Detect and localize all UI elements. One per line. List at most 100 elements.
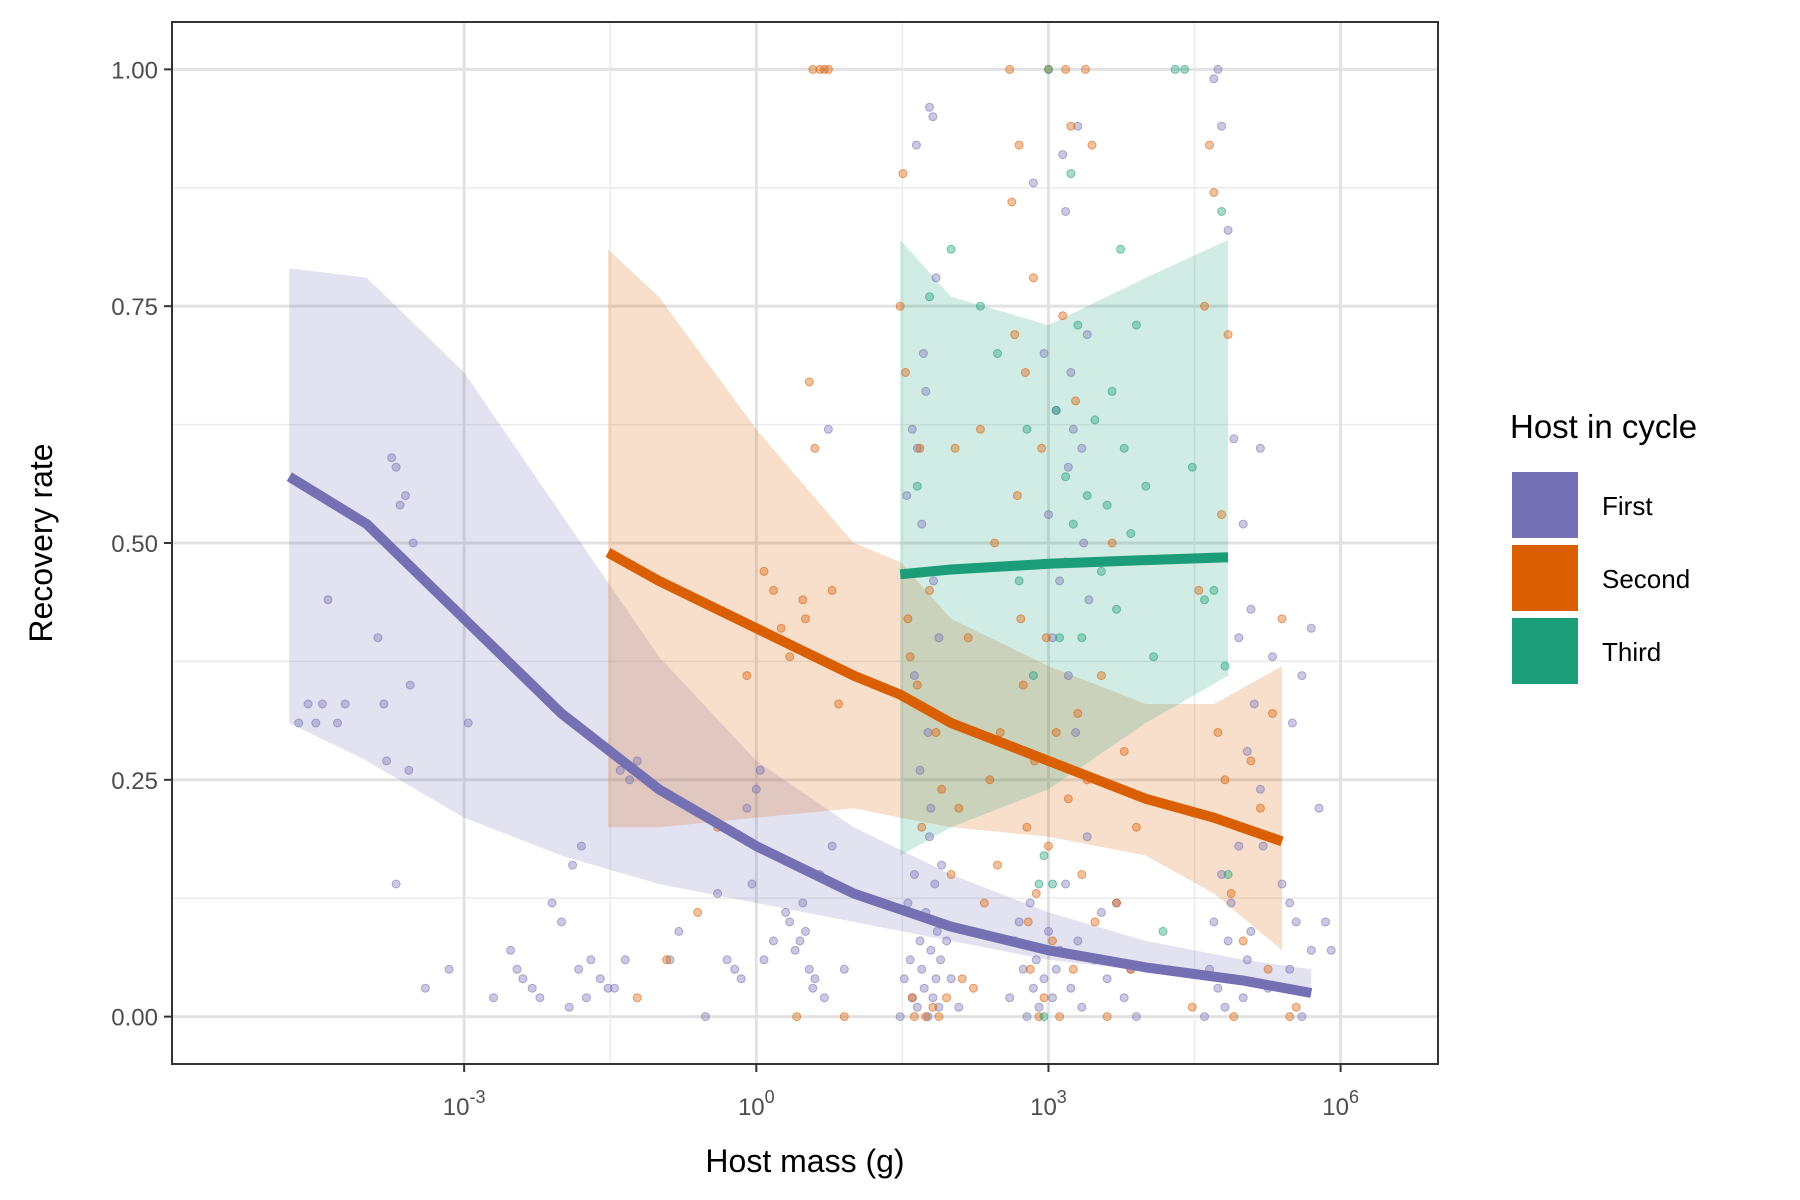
point-first bbox=[1217, 870, 1227, 879]
point-first bbox=[1096, 907, 1106, 917]
point-first bbox=[742, 803, 752, 813]
legend-label-second: Second bbox=[1602, 564, 1690, 594]
point-first bbox=[923, 728, 933, 737]
point-first bbox=[1061, 879, 1071, 889]
point-first bbox=[931, 273, 941, 283]
point-first bbox=[823, 424, 833, 434]
point-first bbox=[1291, 917, 1301, 927]
point-first bbox=[1277, 879, 1287, 889]
y-tick-label: 0.00 bbox=[111, 1005, 158, 1032]
point-first bbox=[915, 936, 925, 946]
point-first bbox=[595, 974, 605, 984]
point-first bbox=[926, 803, 936, 813]
point-second bbox=[990, 538, 1000, 548]
point-first bbox=[1285, 898, 1295, 908]
point-third bbox=[1180, 64, 1190, 74]
point-first bbox=[785, 917, 795, 927]
point-second bbox=[1023, 917, 1033, 927]
point-second bbox=[1028, 273, 1038, 283]
point-first bbox=[921, 386, 931, 396]
point-second bbox=[1048, 936, 1057, 946]
point-first bbox=[1306, 945, 1316, 955]
point-first bbox=[925, 832, 934, 842]
point-second bbox=[632, 993, 642, 1003]
point-first bbox=[1063, 462, 1073, 472]
point-second bbox=[1263, 964, 1273, 974]
point-first bbox=[1051, 964, 1061, 974]
point-first bbox=[391, 462, 401, 472]
point-first bbox=[1321, 917, 1330, 927]
point-second bbox=[928, 1002, 938, 1012]
point-second bbox=[1034, 1012, 1044, 1022]
point-first bbox=[401, 491, 410, 501]
point-first bbox=[946, 974, 956, 984]
point-second bbox=[785, 652, 795, 662]
point-first bbox=[574, 964, 584, 974]
point-second bbox=[957, 974, 967, 984]
point-first bbox=[547, 898, 557, 908]
point-first bbox=[632, 756, 642, 766]
point-third bbox=[1034, 879, 1044, 889]
point-second bbox=[921, 1012, 931, 1022]
point-first bbox=[1223, 225, 1233, 235]
point-first bbox=[1220, 1002, 1230, 1012]
point-first bbox=[405, 680, 415, 690]
point-second bbox=[969, 983, 978, 993]
point-second bbox=[1187, 1002, 1197, 1012]
point-second bbox=[1022, 822, 1032, 832]
point-first bbox=[463, 718, 473, 728]
point-first bbox=[827, 841, 837, 851]
point-second bbox=[1014, 140, 1024, 150]
point-second bbox=[1217, 510, 1227, 520]
point-first bbox=[1297, 671, 1307, 681]
axes: 0.00 0.25 0.50 0.75 1.00 10-3 100 103 106 bbox=[111, 57, 1359, 1121]
point-first bbox=[1005, 993, 1015, 1003]
point-second bbox=[1220, 775, 1230, 785]
point-first bbox=[925, 102, 934, 112]
point-first bbox=[747, 879, 757, 889]
point-first bbox=[1082, 330, 1092, 340]
point-first bbox=[810, 974, 820, 984]
point-third bbox=[1022, 424, 1032, 434]
point-second bbox=[1055, 1012, 1065, 1022]
point-third bbox=[1116, 244, 1126, 254]
point-second bbox=[1071, 396, 1081, 406]
point-second bbox=[1238, 936, 1248, 946]
point-third bbox=[1149, 652, 1159, 662]
point-second bbox=[1291, 1002, 1301, 1012]
point-first bbox=[1234, 633, 1244, 643]
point-first bbox=[1287, 718, 1297, 728]
point-second bbox=[1058, 311, 1068, 321]
point-third bbox=[1102, 500, 1112, 510]
point-first bbox=[929, 576, 938, 586]
point-first bbox=[518, 974, 528, 984]
point-second bbox=[905, 652, 915, 662]
point-second bbox=[931, 728, 941, 737]
point-second bbox=[1194, 585, 1204, 595]
y-tick-label: 1.00 bbox=[111, 57, 158, 84]
point-first bbox=[755, 765, 765, 775]
point-second bbox=[776, 623, 786, 633]
point-first bbox=[1209, 74, 1219, 84]
point-first bbox=[311, 718, 321, 728]
point-second bbox=[769, 585, 778, 595]
point-first bbox=[798, 898, 808, 908]
point-second bbox=[1223, 330, 1233, 340]
point-third bbox=[1014, 576, 1024, 586]
point-second bbox=[1039, 993, 1049, 1003]
point-first bbox=[1258, 841, 1268, 851]
point-second bbox=[1005, 64, 1015, 74]
point-first bbox=[1229, 434, 1239, 444]
point-second bbox=[1063, 794, 1073, 804]
point-first bbox=[700, 1012, 710, 1022]
point-first bbox=[1044, 510, 1053, 520]
point-first bbox=[751, 784, 761, 794]
point-first bbox=[1238, 993, 1248, 1003]
point-third bbox=[1158, 926, 1168, 936]
point-first bbox=[1246, 926, 1256, 936]
point-third bbox=[1090, 415, 1100, 425]
point-third bbox=[1119, 443, 1129, 453]
point-first bbox=[420, 983, 430, 993]
point-first bbox=[568, 860, 578, 870]
point-third bbox=[1223, 870, 1233, 879]
